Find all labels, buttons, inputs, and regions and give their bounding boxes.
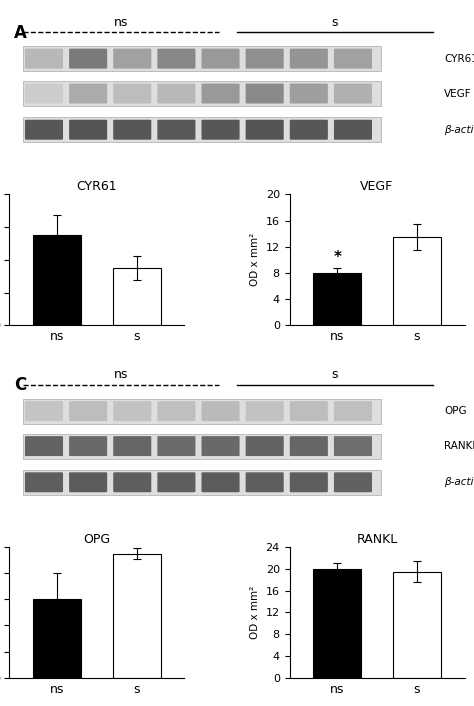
FancyBboxPatch shape: [334, 120, 372, 140]
Text: C: C: [14, 376, 26, 394]
FancyBboxPatch shape: [201, 49, 239, 68]
Title: CYR61: CYR61: [77, 180, 117, 193]
FancyBboxPatch shape: [69, 436, 107, 456]
FancyBboxPatch shape: [334, 83, 372, 104]
FancyBboxPatch shape: [201, 120, 239, 140]
FancyBboxPatch shape: [25, 401, 63, 421]
FancyBboxPatch shape: [113, 120, 151, 140]
FancyBboxPatch shape: [113, 401, 151, 421]
FancyBboxPatch shape: [69, 120, 107, 140]
Bar: [393, 572, 441, 678]
Bar: [33, 599, 81, 678]
Text: s: s: [332, 16, 338, 29]
FancyBboxPatch shape: [290, 83, 328, 104]
FancyBboxPatch shape: [334, 49, 372, 68]
Bar: [313, 273, 361, 325]
FancyBboxPatch shape: [23, 117, 381, 142]
FancyBboxPatch shape: [25, 436, 63, 456]
FancyBboxPatch shape: [113, 472, 151, 492]
FancyBboxPatch shape: [69, 49, 107, 68]
Text: RANKL: RANKL: [444, 441, 474, 451]
FancyBboxPatch shape: [23, 433, 381, 459]
Text: ns: ns: [114, 369, 128, 381]
FancyBboxPatch shape: [201, 436, 239, 456]
Title: OPG: OPG: [83, 533, 110, 546]
FancyBboxPatch shape: [290, 120, 328, 140]
Title: VEGF: VEGF: [360, 180, 393, 193]
FancyBboxPatch shape: [290, 49, 328, 68]
Text: *: *: [333, 250, 341, 265]
FancyBboxPatch shape: [113, 49, 151, 68]
Text: β-actin: β-actin: [444, 477, 474, 487]
FancyBboxPatch shape: [25, 49, 63, 68]
Text: VEGF: VEGF: [444, 88, 472, 99]
FancyBboxPatch shape: [23, 46, 381, 71]
FancyBboxPatch shape: [246, 401, 284, 421]
FancyBboxPatch shape: [25, 472, 63, 492]
Text: ns: ns: [114, 16, 128, 29]
Bar: [313, 569, 361, 678]
FancyBboxPatch shape: [157, 472, 195, 492]
FancyBboxPatch shape: [157, 49, 195, 68]
FancyBboxPatch shape: [334, 401, 372, 421]
FancyBboxPatch shape: [246, 49, 284, 68]
Bar: [113, 268, 161, 325]
FancyBboxPatch shape: [334, 472, 372, 492]
Bar: [113, 554, 161, 678]
FancyBboxPatch shape: [201, 401, 239, 421]
Bar: [393, 237, 441, 325]
FancyBboxPatch shape: [69, 83, 107, 104]
FancyBboxPatch shape: [290, 472, 328, 492]
Y-axis label: OD x mm²: OD x mm²: [250, 586, 260, 639]
Bar: [33, 235, 81, 325]
FancyBboxPatch shape: [290, 436, 328, 456]
FancyBboxPatch shape: [246, 120, 284, 140]
Title: RANKL: RANKL: [356, 533, 398, 546]
FancyBboxPatch shape: [113, 436, 151, 456]
Text: A: A: [14, 24, 27, 42]
FancyBboxPatch shape: [157, 83, 195, 104]
FancyBboxPatch shape: [246, 83, 284, 104]
FancyBboxPatch shape: [23, 399, 381, 424]
FancyBboxPatch shape: [23, 81, 381, 106]
FancyBboxPatch shape: [157, 401, 195, 421]
FancyBboxPatch shape: [246, 472, 284, 492]
FancyBboxPatch shape: [157, 436, 195, 456]
Text: s: s: [332, 369, 338, 381]
Text: CYR61: CYR61: [444, 54, 474, 64]
FancyBboxPatch shape: [157, 120, 195, 140]
FancyBboxPatch shape: [201, 472, 239, 492]
FancyBboxPatch shape: [246, 436, 284, 456]
Text: OPG: OPG: [444, 406, 467, 416]
FancyBboxPatch shape: [25, 120, 63, 140]
FancyBboxPatch shape: [201, 83, 239, 104]
FancyBboxPatch shape: [334, 436, 372, 456]
FancyBboxPatch shape: [290, 401, 328, 421]
FancyBboxPatch shape: [69, 401, 107, 421]
FancyBboxPatch shape: [113, 83, 151, 104]
Y-axis label: OD x mm²: OD x mm²: [250, 233, 260, 287]
FancyBboxPatch shape: [23, 469, 381, 495]
FancyBboxPatch shape: [69, 472, 107, 492]
Text: β-actin: β-actin: [444, 125, 474, 135]
FancyBboxPatch shape: [25, 83, 63, 104]
